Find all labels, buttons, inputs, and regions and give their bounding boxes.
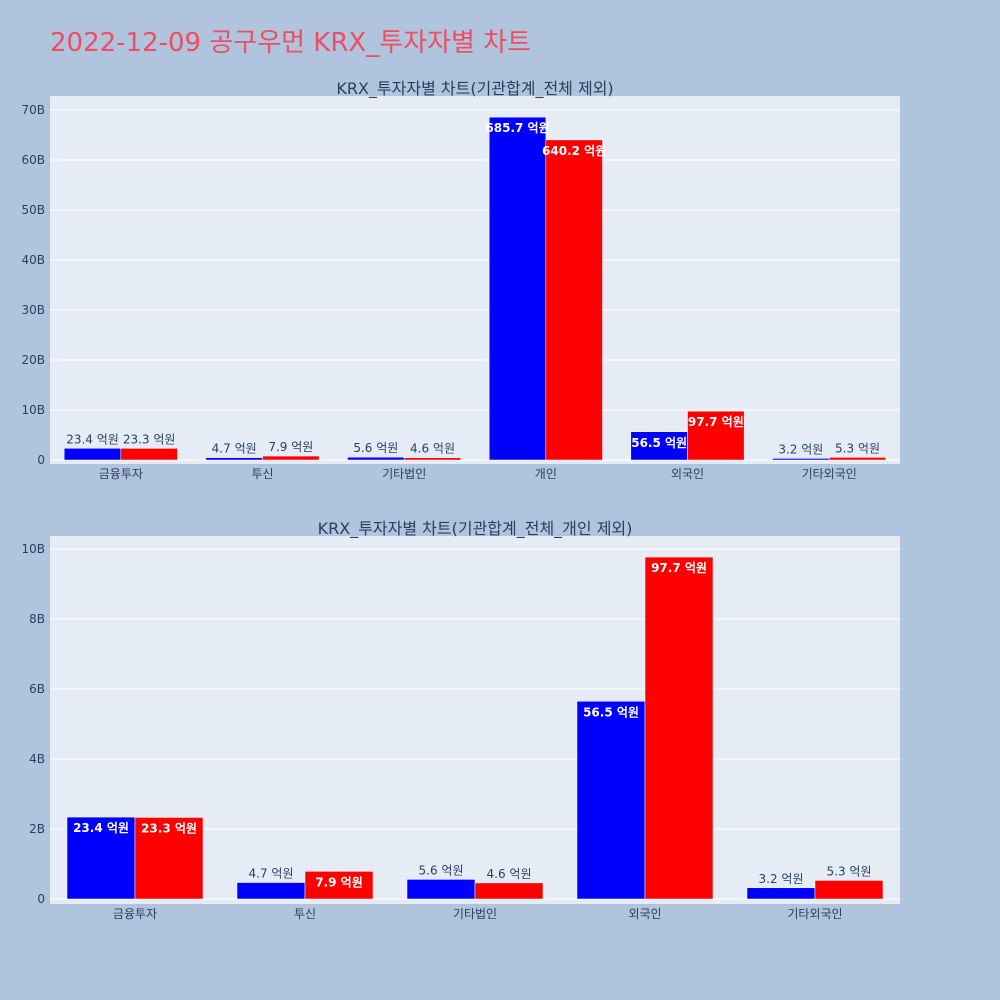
bar — [814, 880, 884, 900]
data-label: 4.7 억원 — [212, 442, 257, 456]
data-label: 685.7 억원 — [485, 121, 549, 135]
y-tick-label: 50B — [21, 203, 45, 217]
bar — [134, 817, 204, 900]
y-tick-label: 10B — [21, 542, 45, 556]
data-label: 23.3 억원 — [123, 432, 176, 446]
y-tick-label: 40B — [21, 253, 45, 267]
bar — [746, 887, 816, 900]
bar — [828, 457, 887, 461]
bar — [304, 871, 374, 900]
data-label: 3.2 억원 — [778, 442, 823, 456]
x-tick-label: 기타외국인 — [802, 467, 857, 481]
bar — [262, 455, 320, 461]
y-tick-label: 30B — [21, 303, 45, 317]
bar — [644, 556, 714, 900]
data-label: 56.5 억원 — [583, 705, 639, 719]
x-tick-label: 기타법인 — [382, 467, 426, 481]
data-label: 56.5 억원 — [631, 436, 687, 450]
bar — [576, 701, 646, 900]
bar — [474, 882, 544, 900]
chart-all-investors: KRX_투자자별 차트(기관합계_전체 제외) 0 10B 20B 30B 40B 50B 6… — [21, 79, 900, 481]
data-label: 5.6 억원 — [419, 863, 464, 877]
plot-area — [50, 96, 900, 464]
data-label: 4.6 억원 — [410, 442, 455, 456]
bar — [236, 882, 306, 900]
data-label: 97.7 억원 — [688, 415, 744, 429]
y-tick-label: 2B — [29, 822, 45, 836]
data-label: 23.3 억원 — [141, 821, 197, 835]
data-label: 5.3 억원 — [835, 441, 880, 455]
bar — [403, 457, 462, 461]
x-tick-label: 외국인 — [671, 467, 704, 481]
y-tick-label: 10B — [21, 403, 45, 417]
y-tick-label: 0 — [37, 453, 45, 467]
data-label: 7.9 억원 — [315, 875, 363, 889]
x-tick-label: 금융투자 — [113, 907, 157, 921]
data-label: 23.4 억원 — [73, 821, 129, 835]
bar — [545, 139, 603, 461]
data-label: 5.6 억원 — [353, 441, 398, 455]
data-label: 4.7 억원 — [249, 867, 294, 881]
data-label: 7.9 억원 — [268, 440, 313, 454]
bar — [630, 431, 688, 461]
data-label: 97.7 억원 — [651, 561, 707, 575]
data-label: 4.6 억원 — [487, 867, 532, 881]
bar — [488, 116, 547, 461]
data-label: 5.3 억원 — [827, 864, 872, 878]
y-tick-label: 0 — [37, 892, 45, 906]
y-tick-label: 60B — [21, 153, 45, 167]
page-title: 2022-12-09 공구우먼 KRX_투자자별 차트 — [50, 28, 532, 58]
bar — [120, 448, 178, 461]
y-tick-label: 4B — [29, 752, 45, 766]
data-label: 640.2 억원 — [542, 144, 606, 158]
data-label: 3.2 억원 — [759, 872, 804, 886]
x-tick-label: 기타법인 — [453, 907, 497, 921]
x-tick-label: 개인 — [535, 467, 557, 481]
bar — [687, 410, 745, 461]
x-tick-label: 금융투자 — [99, 467, 143, 481]
bar — [406, 879, 476, 900]
x-tick-label: 투신 — [294, 907, 316, 921]
y-tick-label: 70B — [21, 103, 45, 117]
data-label: 23.4 억원 — [66, 432, 119, 446]
x-tick-label: 투신 — [251, 467, 273, 481]
chart-title: KRX_투자자별 차트(기관합계_전체 제외) — [336, 79, 613, 99]
chart-title: KRX_투자자별 차트(기관합계_전체_개인 제외) — [318, 519, 633, 539]
y-tick-label: 20B — [21, 353, 45, 367]
x-tick-label: 외국인 — [628, 907, 661, 921]
x-tick-label: 기타외국인 — [787, 907, 842, 921]
y-tick-label: 8B — [29, 612, 45, 626]
y-tick-label: 6B — [29, 682, 45, 696]
bar — [66, 816, 136, 900]
